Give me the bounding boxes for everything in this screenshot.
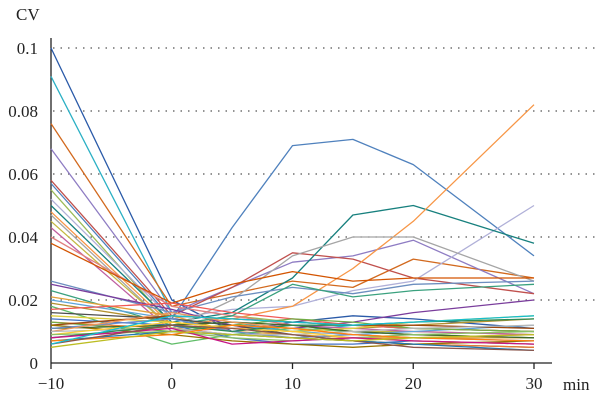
series-line-1 <box>50 47 535 333</box>
x-tick-label-1: 0 <box>168 374 177 393</box>
series-line-10 <box>50 104 535 326</box>
y-tick-label-5: 0.1 <box>17 39 38 58</box>
grid-lines <box>53 47 596 301</box>
series-lines <box>50 47 535 352</box>
x-tick-label-4: 30 <box>526 374 543 393</box>
y-tick-label-0: 0 <box>30 354 39 373</box>
x-tick-label-3: 20 <box>405 374 422 393</box>
series-line-42 <box>50 315 535 345</box>
x-tick-label-0: −10 <box>38 374 65 393</box>
y-tick-label-4: 0.08 <box>8 102 38 121</box>
series-line-2 <box>50 76 535 333</box>
y-axis-label: CV <box>16 5 40 24</box>
series-line-41 <box>50 324 535 352</box>
y-tick-label-3: 0.06 <box>8 165 38 184</box>
series-line-6 <box>50 138 535 320</box>
series-line-43 <box>50 330 535 348</box>
y-tick-labels: 0 0.02 0.04 0.06 0.08 0.1 <box>8 39 38 373</box>
x-tick-label-2: 10 <box>284 374 301 393</box>
x-axis-label: min <box>563 375 590 394</box>
y-tick-label-1: 0.02 <box>8 291 38 310</box>
y-tick-label-2: 0.04 <box>8 228 38 247</box>
series-line-38 <box>50 327 535 345</box>
x-tick-labels: −10 0 10 20 30 <box>38 374 543 393</box>
